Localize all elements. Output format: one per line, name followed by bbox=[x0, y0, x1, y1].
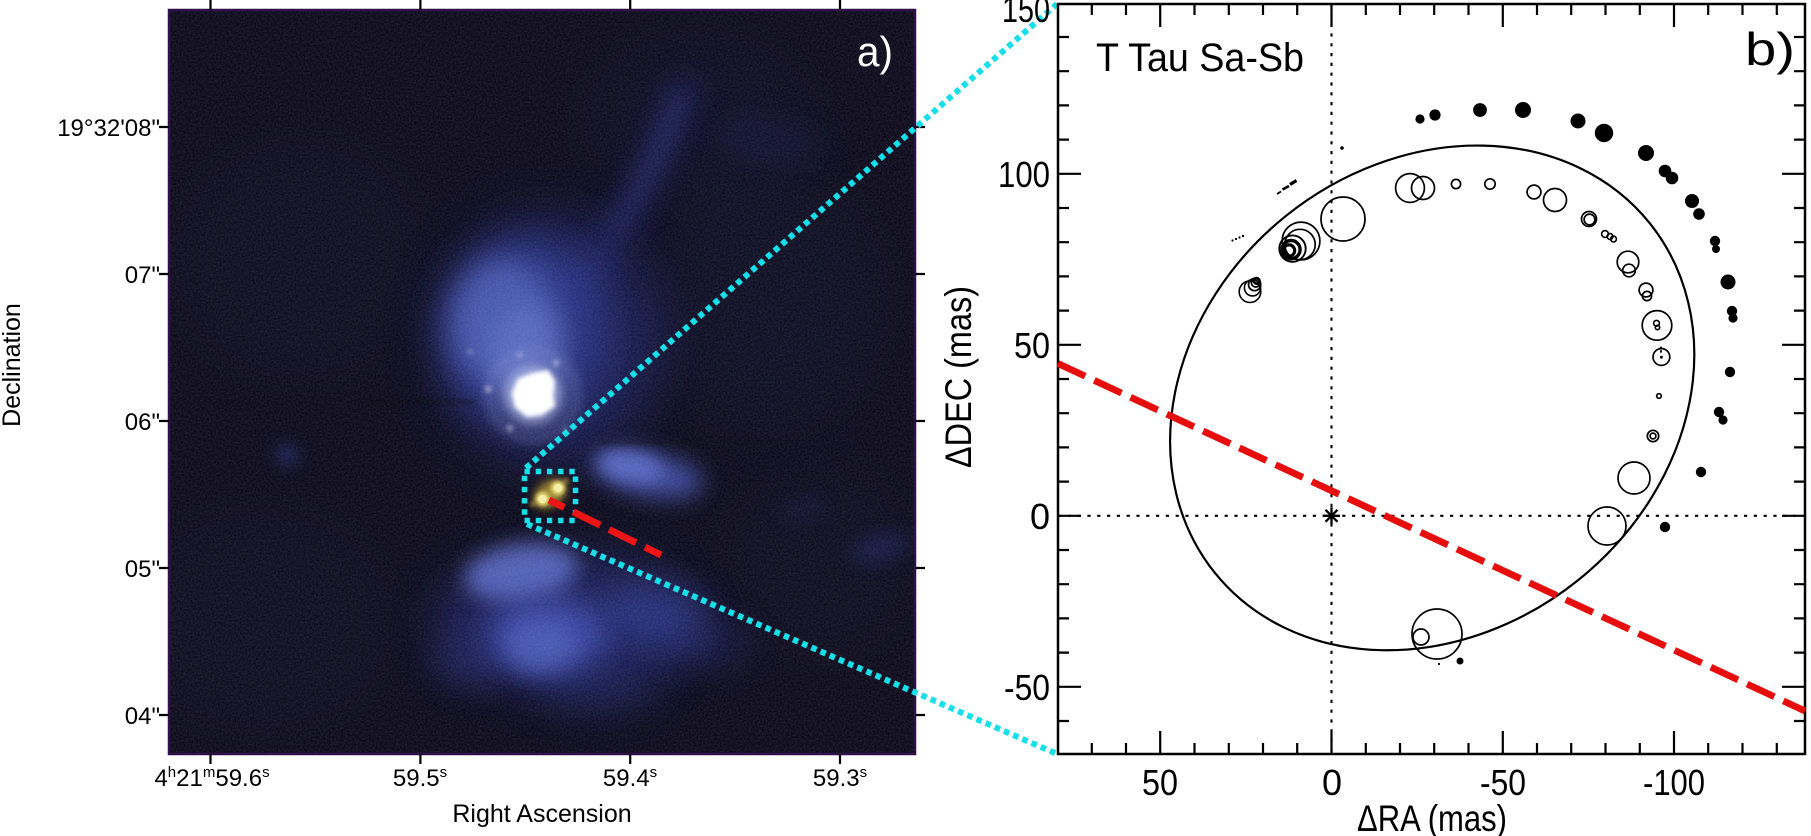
svg-text:0: 0 bbox=[1322, 762, 1342, 803]
svg-text:Declination: Declination bbox=[0, 303, 26, 427]
svg-text:59.4s: 59.4s bbox=[603, 764, 657, 792]
svg-text:04": 04" bbox=[125, 703, 160, 730]
svg-text:59.3s: 59.3s bbox=[813, 764, 867, 792]
svg-text:T Tau Sa-Sb: T Tau Sa-Sb bbox=[1096, 36, 1304, 80]
svg-text:50: 50 bbox=[1014, 325, 1050, 366]
svg-text:b): b) bbox=[1745, 23, 1795, 75]
svg-text:4h21m59.6s: 4h21m59.6s bbox=[154, 764, 269, 792]
svg-text:05": 05" bbox=[125, 556, 160, 583]
svg-text:-50: -50 bbox=[1004, 667, 1050, 708]
svg-text:-50: -50 bbox=[1480, 762, 1526, 803]
svg-text:-100: -100 bbox=[1643, 762, 1705, 803]
svg-text:Right Ascension: Right Ascension bbox=[452, 800, 631, 828]
svg-text:0: 0 bbox=[1030, 496, 1050, 537]
svg-text:150: 150 bbox=[1002, 0, 1050, 30]
svg-text:06": 06" bbox=[125, 409, 160, 436]
svg-text:100: 100 bbox=[998, 154, 1050, 195]
svg-text:ΔDEC (mas): ΔDEC (mas) bbox=[938, 286, 979, 468]
svg-text:a): a) bbox=[857, 28, 893, 75]
svg-text:07": 07" bbox=[125, 262, 160, 289]
svg-text:50: 50 bbox=[1142, 762, 1178, 803]
svg-text:59.5s: 59.5s bbox=[393, 764, 447, 792]
svg-text:ΔRA (mas): ΔRA (mas) bbox=[1357, 798, 1507, 836]
svg-text:19°32'08": 19°32'08" bbox=[57, 115, 160, 142]
